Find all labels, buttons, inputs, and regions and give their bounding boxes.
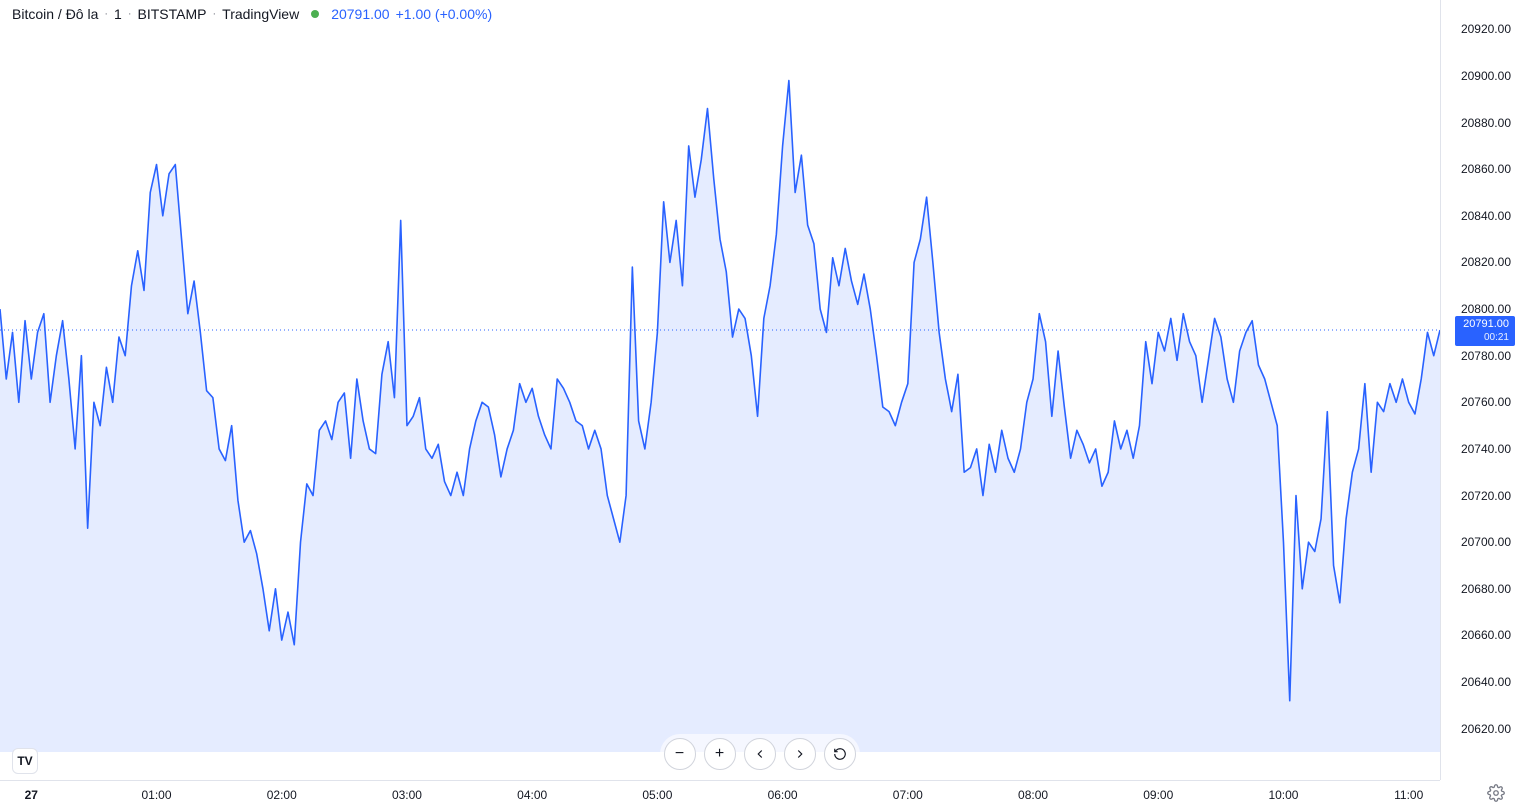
y-tick-label: 20900.00	[1461, 69, 1511, 83]
exchange: BITSTAMP	[138, 6, 207, 22]
y-tick-label: 20680.00	[1461, 582, 1511, 596]
y-tick-label: 20620.00	[1461, 722, 1511, 736]
y-tick-label: 20640.00	[1461, 675, 1511, 689]
price-axis[interactable]: 20620.00 20640.00 20660.00 20680.00 20700.00…	[1440, 0, 1519, 780]
y-tick-label: 20800.00	[1461, 302, 1511, 316]
y-tick-label: 20920.00	[1461, 22, 1511, 36]
x-tick-label: 10:00	[1268, 788, 1298, 802]
x-tick-label: 07:00	[893, 788, 923, 802]
chart-legend: Bitcoin / Đô la · 1 · BITSTAMP · Trading…	[12, 6, 492, 22]
x-tick-label: 04:00	[517, 788, 547, 802]
x-tick-label: 11:00	[1394, 788, 1423, 802]
current-price-label[interactable]: 20791.0000:21	[1455, 316, 1515, 346]
y-tick-label: 20700.00	[1461, 535, 1511, 549]
reset-button[interactable]	[824, 738, 856, 770]
chart-nav-controls: − +	[660, 734, 860, 774]
x-tick-label: 03:00	[392, 788, 422, 802]
time-axis[interactable]: 27 01:00 02:00 03:00 04:00 05:00 06:00 07:00 08:…	[0, 780, 1440, 808]
y-tick-label: 20760.00	[1461, 395, 1511, 409]
x-tick-label: 09:00	[1143, 788, 1173, 802]
settings-gear-icon[interactable]	[1487, 784, 1505, 802]
y-tick-label: 20860.00	[1461, 162, 1511, 176]
x-tick-label: 27	[25, 788, 38, 802]
zoom-out-button[interactable]: −	[664, 738, 696, 770]
y-tick-label: 20880.00	[1461, 116, 1511, 130]
brand: TradingView	[222, 6, 299, 22]
price-change: +1.00 (+0.00%)	[396, 6, 493, 22]
last-price: 20791.00	[331, 6, 389, 22]
y-tick-label: 20720.00	[1461, 489, 1511, 503]
price-chart[interactable]	[0, 0, 1440, 780]
interval[interactable]: 1	[114, 6, 122, 22]
y-tick-label: 20660.00	[1461, 628, 1511, 642]
y-tick-label: 20840.00	[1461, 209, 1511, 223]
x-tick-label: 02:00	[267, 788, 297, 802]
x-tick-label: 08:00	[1018, 788, 1048, 802]
market-status-icon	[311, 10, 319, 18]
x-tick-label: 01:00	[142, 788, 172, 802]
scroll-right-button[interactable]	[784, 738, 816, 770]
y-tick-label: 20780.00	[1461, 349, 1511, 363]
y-tick-label: 20820.00	[1461, 255, 1511, 269]
scroll-left-button[interactable]	[744, 738, 776, 770]
tradingview-logo-icon[interactable]: TV	[12, 748, 38, 774]
x-tick-label: 06:00	[768, 788, 798, 802]
y-tick-label: 20740.00	[1461, 442, 1511, 456]
x-tick-label: 05:00	[642, 788, 672, 802]
symbol-name[interactable]: Bitcoin / Đô la	[12, 6, 98, 22]
zoom-in-button[interactable]: +	[704, 738, 736, 770]
